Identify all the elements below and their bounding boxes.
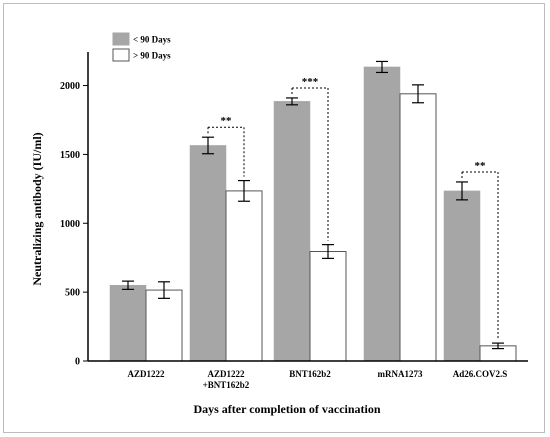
legend-swatch [112,32,130,46]
x-tick-label: AZD1222 [127,369,165,379]
y-axis-title: Neutralizing antibody (IU/ml) [30,132,44,285]
y-tick-label: 1500 [60,150,80,161]
y-tick-label: 1000 [60,219,80,230]
legend-label: > 90 Days [133,51,171,61]
significance-label: ** [475,160,487,172]
bars-layer [109,66,517,362]
legend-swatch [112,48,130,62]
significance-layer: ******* [207,76,499,340]
x-tick-label: +BNT162b2 [203,380,250,390]
bar [109,285,147,362]
bar [309,251,347,362]
x-tick-label: BNT162b2 [289,369,331,379]
legend-label: < 90 Days [133,35,171,45]
bar [273,101,311,362]
bar [443,190,481,362]
figure-frame [3,3,545,433]
bar [225,190,263,362]
y-tick-label: 500 [65,288,80,299]
bar [189,145,227,362]
y-tick-label: 2000 [60,81,80,92]
x-tick-label: AZD1222 [207,369,245,379]
bar [363,66,401,362]
y-tick-label: 0 [75,357,80,368]
significance-label: ** [221,115,233,127]
x-axis-title: Days after completion of vaccination [193,402,380,416]
bar [399,93,437,362]
error-bars-layer [122,60,504,350]
x-tick-label: mRNA1273 [378,369,423,379]
x-tick-label: Ad26.COV2.S [453,369,508,379]
bar [145,289,183,362]
legend: < 90 Days > 90 Days [112,32,171,62]
significance-label: *** [302,76,319,88]
